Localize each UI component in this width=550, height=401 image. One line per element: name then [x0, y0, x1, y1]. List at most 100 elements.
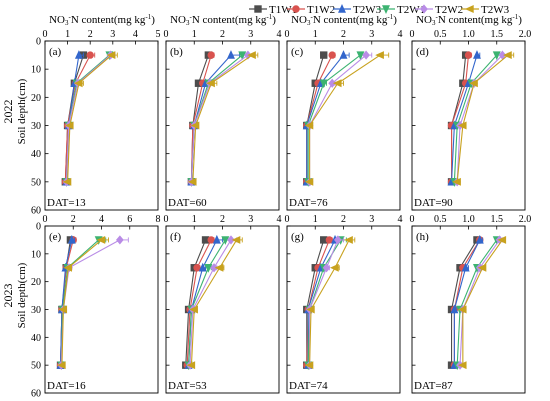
dat-label: DAT=90: [414, 197, 453, 209]
x-tick-label: 3: [248, 29, 253, 40]
legend-item: T1W1: [249, 4, 297, 16]
panel: 0 1 2 3 4 (b) DAT=60: [164, 29, 282, 211]
x-tick-label: 0: [285, 214, 290, 225]
data-point: [498, 50, 507, 60]
panel: 0 1 2 3 4 (g) DAT=74: [285, 214, 403, 394]
series-line: [190, 239, 238, 366]
data-point: [457, 361, 467, 370]
x-tick-label: 2: [341, 29, 346, 40]
x-tick-label: 1: [192, 214, 197, 225]
panel-label: (a): [49, 46, 62, 58]
x-tick-label: 0: [410, 214, 415, 225]
x-tick-label: 0: [164, 29, 169, 40]
x-tick-label: 1.0: [462, 214, 475, 225]
series-t2w3: [457, 235, 507, 370]
series-t2w3: [56, 235, 110, 370]
series-t2w3: [304, 51, 390, 186]
data-point: [106, 51, 116, 60]
data-point: [319, 79, 328, 89]
series-line: [60, 239, 100, 366]
x-tick-label: 4: [277, 29, 282, 40]
x-tick-label: 0: [43, 29, 48, 40]
series-t2w3: [62, 51, 118, 186]
series-line: [450, 239, 478, 366]
data-point: [189, 305, 198, 314]
series-line: [59, 239, 73, 366]
series-line: [189, 239, 232, 366]
series-line: [192, 54, 253, 182]
series-line: [306, 54, 344, 182]
series-line: [309, 239, 350, 366]
panel: 0 2 4 6 8 0 10 20 30 40 50 60 (e) DAT=16: [31, 214, 161, 400]
x-tick-label: 0: [410, 29, 415, 40]
data-point: [238, 51, 247, 61]
series-line: [306, 239, 325, 366]
series-line: [307, 54, 361, 182]
panel-label: (e): [49, 231, 62, 243]
x-tick-label: 0.5: [434, 29, 447, 40]
data-point: [247, 51, 256, 60]
series-line: [190, 54, 249, 182]
data-point: [212, 234, 221, 244]
data-point: [344, 235, 353, 244]
data-point: [322, 263, 331, 273]
x-tick-label: 1: [192, 29, 197, 40]
panel-label: (f): [170, 231, 181, 243]
x-tick-label: 4: [277, 214, 282, 225]
data-point: [227, 235, 235, 245]
data-point: [56, 361, 66, 370]
x-tick-label: 4: [398, 29, 403, 40]
data-point: [461, 262, 470, 272]
x-tick-label: 1: [65, 29, 70, 40]
x-tick-label: 4: [133, 29, 138, 40]
series-line: [462, 239, 503, 366]
legend-label: T2W1: [397, 4, 425, 16]
series-t2w3: [56, 234, 76, 369]
series-t1w1: [182, 236, 210, 369]
series-t2w2: [305, 235, 344, 370]
data-point: [204, 264, 213, 273]
data-point: [503, 51, 512, 60]
x-axis-title: NO3-N content(mg kg-1): [49, 13, 155, 27]
legend-marker: [464, 5, 474, 13]
data-point: [207, 236, 215, 244]
data-point: [325, 236, 334, 244]
series-line: [459, 239, 501, 366]
data-point: [362, 50, 370, 60]
series-t2w3: [186, 235, 243, 370]
legend-item: T1W2: [287, 4, 335, 16]
data-point: [328, 51, 336, 59]
series-line: [190, 54, 212, 182]
series-t2w3: [187, 51, 259, 186]
series-line: [186, 239, 212, 366]
data-point: [96, 235, 106, 244]
series-line: [309, 239, 339, 366]
data-point: [116, 235, 124, 245]
x-tick-label: 1: [313, 29, 318, 40]
y-tick-label: 0: [36, 222, 41, 233]
dat-label: DAT=53: [168, 380, 207, 392]
data-point: [450, 304, 459, 314]
series-line: [450, 55, 470, 182]
series-line: [307, 239, 342, 366]
panel: 0 0.5 1.0 1.5 2.0 (h) DAT=87: [410, 214, 531, 394]
legend-label: T2W2: [435, 4, 463, 16]
plot-frame: [165, 40, 280, 211]
dat-label: DAT=74: [289, 380, 328, 392]
panel-label: (b): [170, 46, 183, 58]
legend-label: T1W2: [307, 4, 335, 16]
data-point: [497, 235, 507, 244]
y-tick-label: 60: [31, 206, 41, 217]
x-tick-label: 0: [164, 214, 169, 225]
x-tick-label: 2: [220, 29, 225, 40]
x-tick-label: 3: [369, 214, 374, 225]
data-point: [62, 177, 72, 186]
data-point: [492, 51, 501, 61]
panel: 0 1 2 3 4 (c) DAT=76: [285, 29, 403, 211]
plot-frame: [411, 40, 526, 211]
legend-marker: [420, 4, 428, 14]
series-t1w1: [447, 236, 481, 369]
data-point: [339, 50, 348, 59]
data-point: [452, 177, 461, 186]
